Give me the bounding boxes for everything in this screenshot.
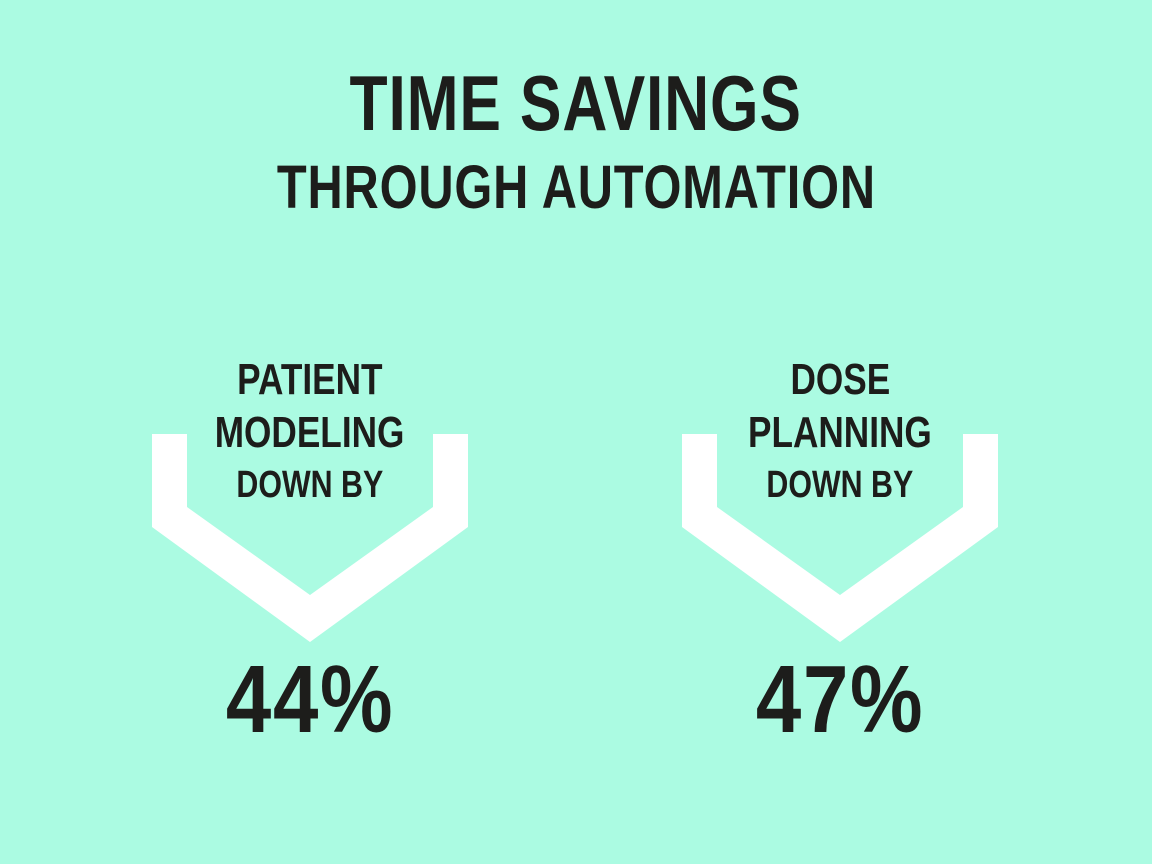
page-subtitle: THROUGH AUTOMATION <box>0 157 1152 218</box>
down-chevron-icon <box>152 434 468 642</box>
page-title: TIME SAVINGS <box>0 64 1152 142</box>
page-title-text: TIME SAVINGS <box>349 59 803 147</box>
stat-qualifier: DOWN BY <box>236 464 384 506</box>
stat-dose-planning: DOSE PLANNING DOWN BY 47% <box>640 340 1040 810</box>
stat-name: PLANNING <box>748 408 932 457</box>
page-subtitle-text: THROUGH AUTOMATION <box>276 153 876 221</box>
stat-name: MODELING <box>215 408 405 457</box>
stat-value: 44% <box>225 646 395 753</box>
stat-patient-modeling: PATIENT MODELING DOWN BY 44% <box>110 340 510 810</box>
stat-name: PATIENT <box>237 355 383 404</box>
stat-value: 47% <box>755 646 925 753</box>
stat-name: DOSE <box>790 355 890 404</box>
stat-qualifier: DOWN BY <box>766 464 914 506</box>
down-chevron-icon <box>682 434 998 642</box>
